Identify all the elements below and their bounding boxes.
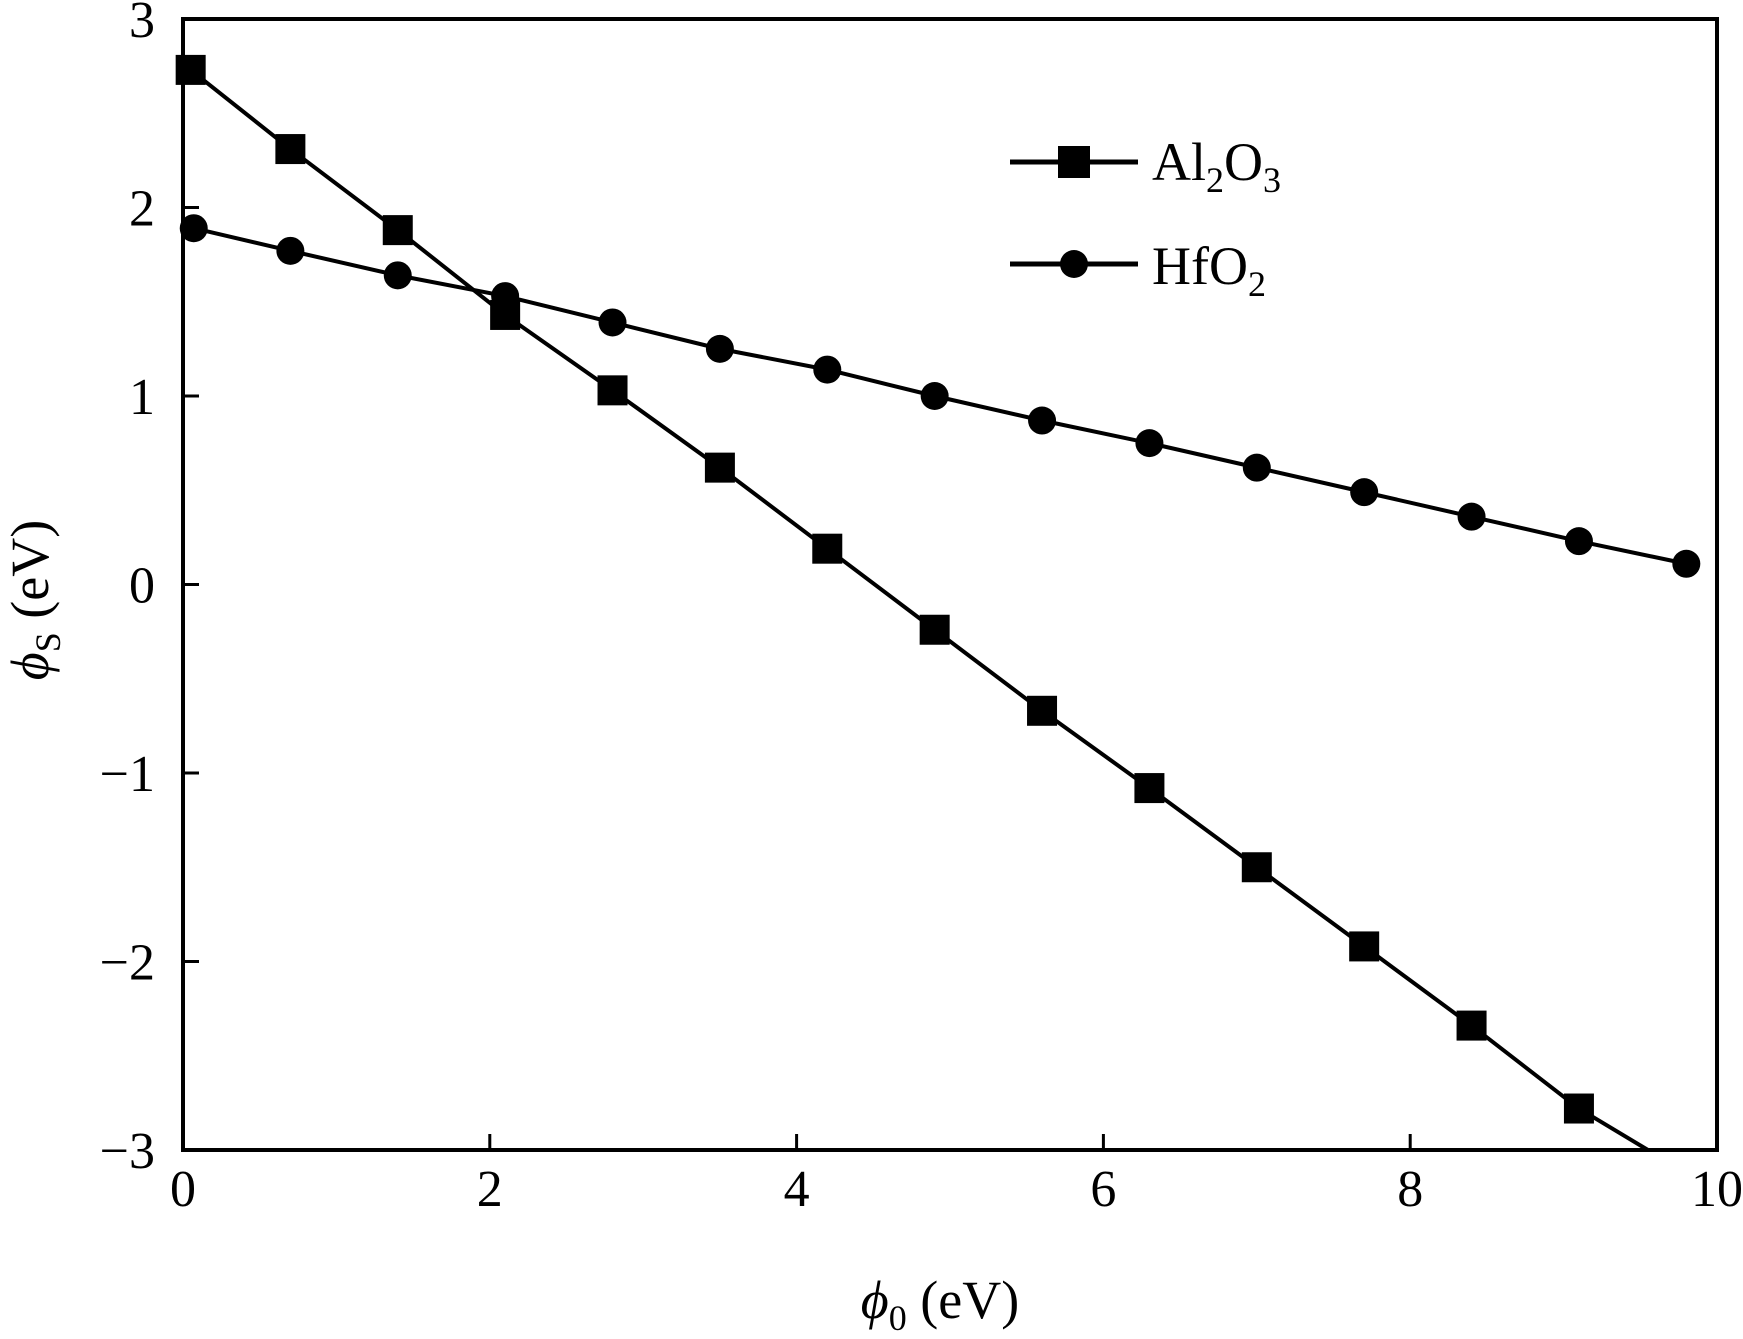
legend-label-hfo2: HfO2 (1152, 236, 1266, 304)
data-point-al2o3 (1349, 931, 1380, 962)
legend-item-hfo2: HfO2 (1010, 236, 1266, 304)
y-tick-label: 0 (129, 558, 155, 615)
y-tick-label: 1 (129, 369, 155, 426)
x-axis-symbol: ϕ (861, 1270, 889, 1330)
y-tick-label: −1 (100, 746, 155, 803)
x-tick-label: 8 (1397, 1161, 1423, 1218)
legend-marker-circle (1060, 250, 1088, 278)
data-point-hfo2 (1028, 406, 1057, 435)
data-point-al2o3 (275, 134, 306, 165)
y-tick-label: 2 (129, 181, 155, 238)
data-point-hfo2 (920, 382, 949, 410)
plot-frame (181, 17, 1719, 1152)
x-axis-unit: (eV) (907, 1270, 1019, 1330)
legend-label-al2o3: Al2O3 (1152, 132, 1281, 200)
data-point-hfo2 (383, 261, 412, 290)
data-point-al2o3 (382, 215, 413, 246)
data-point-al2o3 (1241, 852, 1272, 883)
data-point-al2o3 (1134, 773, 1165, 804)
data-point-hfo2 (276, 236, 305, 265)
y-axis-subscript: S (28, 632, 68, 652)
data-point-hfo2 (598, 308, 627, 337)
data-point-al2o3 (1563, 1093, 1594, 1124)
y-tick-label: −2 (100, 935, 155, 992)
data-point-hfo2 (1564, 527, 1593, 556)
data-point-hfo2 (1457, 502, 1486, 531)
series-group (175, 54, 1701, 1152)
x-tick-label: 4 (784, 1161, 810, 1218)
data-point-al2o3 (812, 533, 843, 564)
y-axis-unit: (eV) (0, 520, 60, 632)
y-axis-title: ϕS (eV) (0, 520, 68, 680)
axis-ticks (181, 17, 1719, 1152)
y-tick-label: 3 (129, 0, 155, 49)
data-point-hfo2 (491, 282, 520, 311)
legend-item-al2o3: Al2O3 (1010, 132, 1281, 200)
data-point-al2o3 (919, 614, 950, 645)
tick-labels: 0 2 4 6 8 10 −3 −2 −1 0 1 2 3 (100, 0, 1743, 1218)
data-point-al2o3 (704, 452, 735, 483)
data-point-al2o3 (1027, 695, 1058, 726)
legend-marker-square (1058, 146, 1090, 178)
data-point-hfo2 (813, 355, 842, 384)
data-point-al2o3 (597, 375, 628, 406)
y-tick-label: −3 (100, 1123, 155, 1180)
data-point-hfo2 (1672, 549, 1701, 578)
y-axis-symbol: ϕ (0, 652, 60, 680)
x-tick-label: 2 (477, 1161, 503, 1218)
data-point-al2o3 (1456, 1010, 1487, 1041)
x-axis-subscript: 0 (889, 1298, 907, 1338)
data-point-hfo2 (1135, 429, 1164, 458)
x-tick-label: 0 (170, 1161, 196, 1218)
data-point-hfo2 (1242, 453, 1271, 482)
x-tick-label: 6 (1090, 1161, 1116, 1218)
data-point-hfo2 (1350, 478, 1379, 507)
data-point-hfo2 (705, 334, 734, 363)
data-point-hfo2 (179, 214, 208, 243)
legend: Al2O3 HfO2 (1010, 132, 1281, 304)
x-axis-title: ϕ0 (eV) (861, 1270, 1019, 1338)
x-tick-label: 10 (1691, 1161, 1743, 1218)
data-point-al2o3 (175, 54, 206, 85)
